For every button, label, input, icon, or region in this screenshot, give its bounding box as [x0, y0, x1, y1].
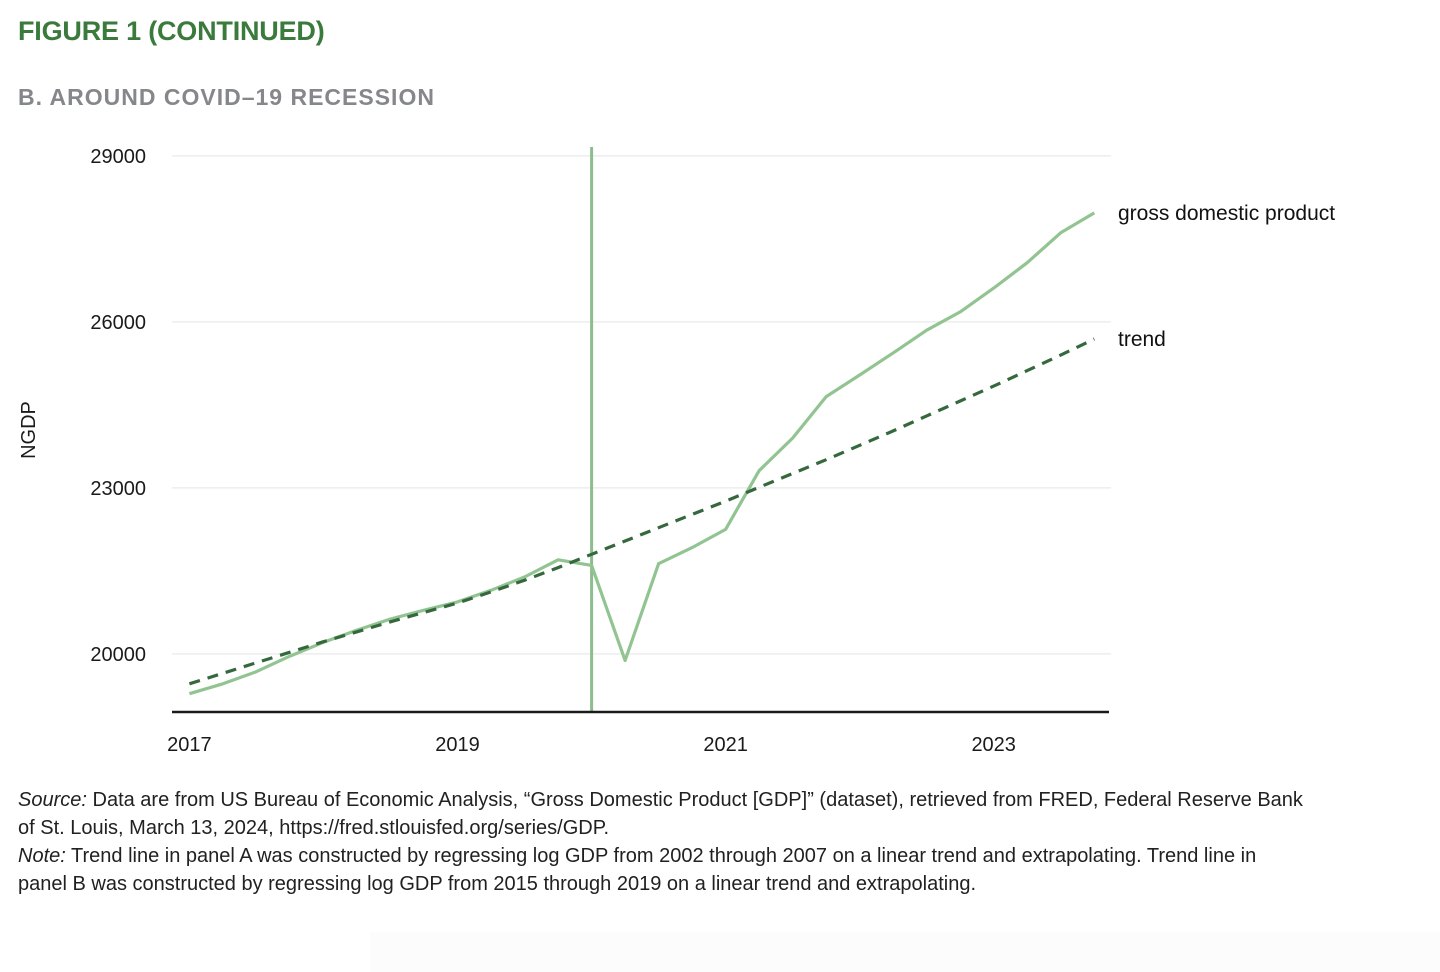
y-tick-20000: 20000: [90, 644, 146, 666]
x-tick-2017: 2017: [167, 734, 212, 756]
gdp-line: [188, 211, 1096, 696]
x-tick-2021: 2021: [703, 734, 748, 756]
note-text-line2: panel B was constructed by regressing lo…: [18, 873, 976, 895]
y-tick-29000: 29000: [90, 146, 146, 168]
x-tick-2023: 2023: [971, 734, 1016, 756]
y-tick-23000: 23000: [90, 478, 146, 500]
chart-canvas: 20000 23000 26000 29000 gross domestic produ…: [18, 146, 1335, 756]
note-text-line1: Trend line in panel A was constructed by…: [71, 845, 1257, 867]
legend-label-trend: trend: [1118, 328, 1166, 351]
source-label: Source:: [18, 789, 87, 811]
note-label: Note:: [18, 845, 66, 867]
method-note: Note: Trend line in panel A was construc…: [18, 842, 1420, 898]
y-tick-26000: 26000: [90, 312, 146, 334]
panel-subtitle: B. AROUND COVID–19 RECESSION: [18, 84, 435, 110]
source-note: Source: Data are from US Bureau of Econo…: [18, 786, 1420, 842]
source-text-line2: of St. Louis, March 13, 2024, https://fr…: [18, 817, 610, 839]
figure-title: FIGURE 1 (CONTINUED): [18, 16, 325, 46]
trend-line: [188, 337, 1095, 686]
page-bottom-strip: [370, 932, 1440, 972]
x-tick-2019: 2019: [435, 734, 480, 756]
legend-label-gdp: gross domestic product: [1118, 202, 1335, 225]
footnotes: Source: Data are from US Bureau of Econo…: [18, 786, 1420, 898]
y-axis-label: NGDP: [18, 401, 40, 459]
source-text-line1: Data are from US Bureau of Economic Anal…: [92, 789, 1303, 811]
